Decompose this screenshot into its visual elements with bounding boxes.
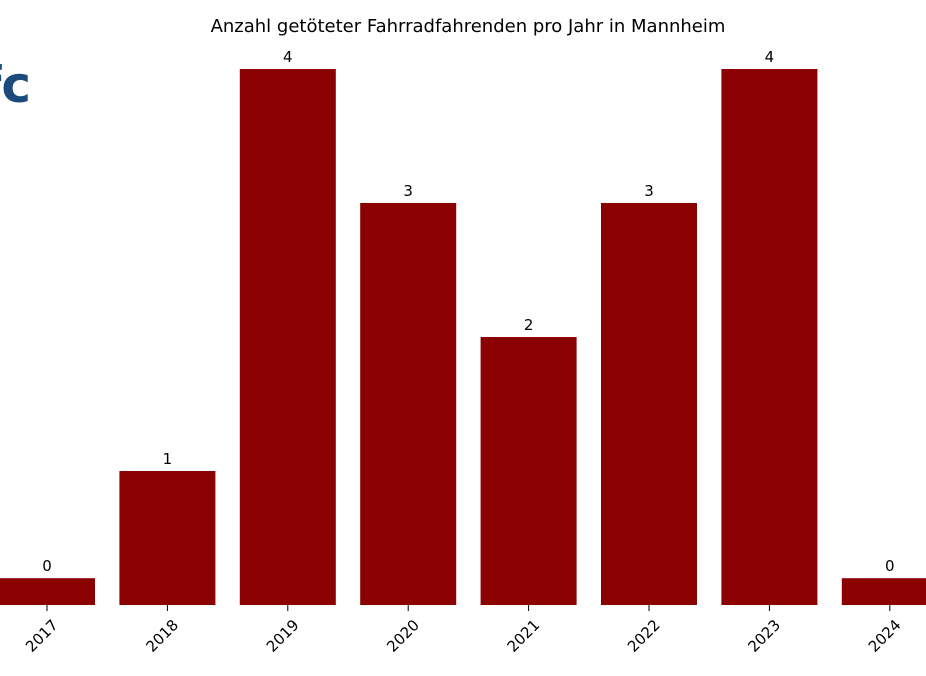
x-tick-label-2021: 2021	[504, 616, 544, 656]
bar-2020	[360, 203, 457, 605]
x-tick-label-2019: 2019	[263, 616, 303, 656]
logo-text: fc	[0, 56, 31, 114]
data-label-2018: 1	[163, 450, 173, 468]
x-tick-label-2017: 2017	[22, 616, 62, 656]
data-label-2024: 0	[885, 557, 895, 575]
bars-layer	[0, 69, 926, 605]
data-label-2020: 3	[403, 182, 413, 200]
chart-title: Anzahl getöteter Fahrradfahrenden pro Ja…	[211, 16, 726, 37]
x-tick-label-2024: 2024	[865, 616, 905, 656]
data-label-2022: 3	[644, 182, 654, 200]
data-label-2017: 0	[42, 557, 52, 575]
data-label-2023: 4	[765, 48, 775, 66]
x-axis-ticks: 2017 2018 2019 2020 2021 2022 2023 2024	[22, 605, 905, 656]
bar-2022	[601, 203, 697, 605]
data-label-2021: 2	[524, 316, 534, 334]
x-tick-label-2018: 2018	[142, 616, 182, 656]
bar-2024	[841, 578, 926, 605]
x-tick-label-2022: 2022	[624, 616, 664, 656]
bar-2018	[119, 471, 216, 605]
bar-2019	[239, 69, 336, 605]
bar-2017	[0, 578, 95, 605]
x-tick-label-2020: 2020	[383, 616, 423, 656]
data-label-2019: 4	[283, 48, 293, 66]
data-labels-layer: 0 1 4 3 2 3 4 0	[42, 48, 894, 575]
x-tick-label-2023: 2023	[744, 616, 784, 656]
bar-2023	[721, 69, 818, 605]
bar-2021	[480, 337, 577, 605]
